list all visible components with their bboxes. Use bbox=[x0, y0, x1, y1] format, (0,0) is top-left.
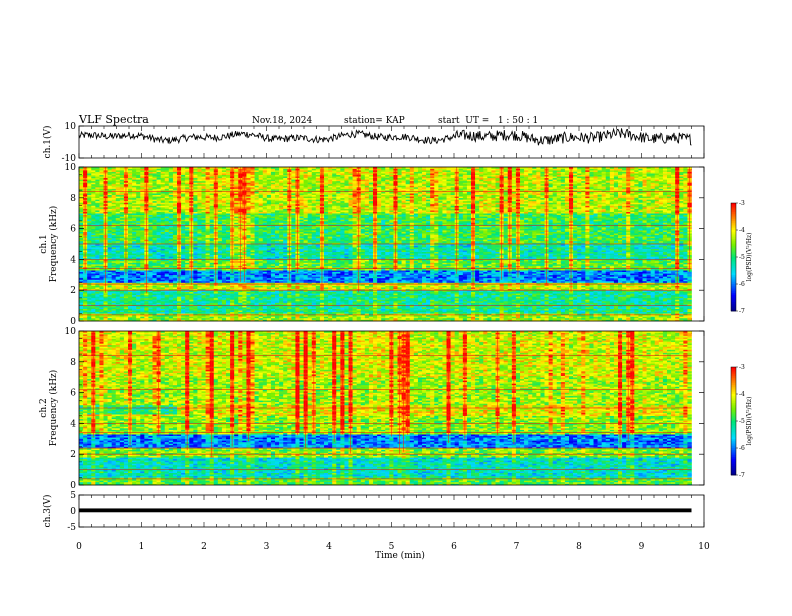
chart-station: station= KAP bbox=[344, 116, 405, 126]
vlf-chart: VLF Spectra Nov.18, 2024 station= KAP st… bbox=[0, 0, 792, 612]
vlf-figure: VLF Spectra Nov.18, 2024 station= KAP st… bbox=[0, 0, 792, 612]
ch1-ytick-label: 10 bbox=[65, 122, 77, 132]
chart-start-ut: start UT = 1 : 50 : 1 bbox=[438, 116, 538, 126]
chart-date: Nov.18, 2024 bbox=[252, 116, 313, 126]
chart-title: VLF Spectra bbox=[78, 113, 149, 126]
ch1-waveform-panel: 10-10 bbox=[62, 122, 705, 164]
ch1-trace bbox=[79, 128, 692, 145]
